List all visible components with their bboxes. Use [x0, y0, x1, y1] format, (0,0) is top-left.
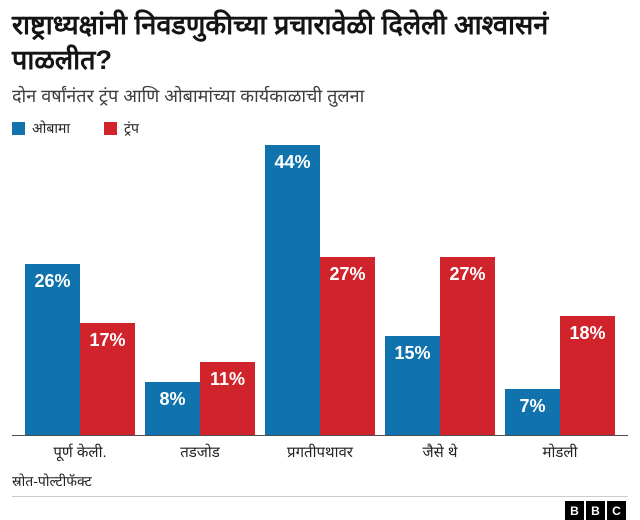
bbc-logo-letter: B — [586, 501, 605, 520]
bar-value-label: 7% — [519, 396, 546, 417]
chart-title: राष्ट्राध्यक्षांनी निवडणुकीच्या प्रचाराव… — [12, 10, 549, 75]
category-label: प्रगतीपथावर — [287, 444, 353, 462]
bar: 17% — [80, 323, 135, 436]
bar-group: 44% 27% — [265, 145, 375, 436]
bar: 27% — [440, 257, 495, 436]
bar-value-label: 26% — [34, 271, 71, 292]
legend-item: ट्रंप — [103, 119, 139, 138]
bar-group: 7% 18% — [505, 316, 615, 436]
bbc-logo-letter: B — [565, 501, 584, 520]
grouped-bar-chart: 26% 17% 8% 11% 44% 27% 15% 27% 7% 18% — [12, 145, 628, 437]
category-label: जैसे थे — [422, 444, 458, 462]
legend-swatch-icon — [103, 121, 117, 135]
bar-value-label: 11% — [209, 369, 246, 390]
bar-value-label: 27% — [449, 264, 486, 285]
bar-group: 15% 27% — [385, 257, 495, 436]
bbc-logo-letter: C — [607, 501, 626, 520]
bar: 8% — [145, 382, 200, 436]
bar: 44% — [265, 145, 320, 436]
bar-value-label: 17% — [89, 330, 126, 351]
legend-label: ट्रंप — [123, 119, 139, 136]
bar: 26% — [25, 264, 80, 436]
bar: 27% — [320, 257, 375, 436]
bar-value-label: 27% — [329, 264, 366, 285]
bar: 11% — [200, 362, 255, 436]
bar-value-label: 44% — [274, 152, 311, 173]
legend-swatch-icon — [12, 121, 25, 135]
bar-value-label: 15% — [394, 343, 431, 364]
footer-divider — [12, 496, 628, 498]
chart-legend: ओबामा ट्रंप — [12, 120, 628, 136]
bar: 18% — [560, 316, 615, 436]
bar: 15% — [385, 336, 440, 436]
bar: 7% — [505, 389, 560, 436]
chart-subtitle: दोन वर्षांनंतर ट्रंप आणि ओबामांच्या कार्… — [12, 86, 365, 107]
bar-group: 26% 17% — [25, 264, 135, 436]
source-text: स्रोत-पोल्टीफॅक्ट — [12, 473, 92, 490]
category-label: मोडली — [542, 444, 578, 462]
category-label: पूर्ण केली. — [53, 444, 107, 462]
legend-label: ओबामा — [32, 119, 70, 136]
category-label: तडजोड — [180, 444, 220, 462]
legend-item: ओबामा — [12, 119, 70, 138]
x-axis-category-labels: पूर्ण केली. तडजोड प्रगतीपथावर जैसे थे मोडली — [12, 442, 628, 462]
bar-group: 8% 11% — [145, 362, 255, 436]
bar-value-label: 8% — [159, 389, 186, 410]
bar-value-label: 18% — [569, 323, 606, 344]
